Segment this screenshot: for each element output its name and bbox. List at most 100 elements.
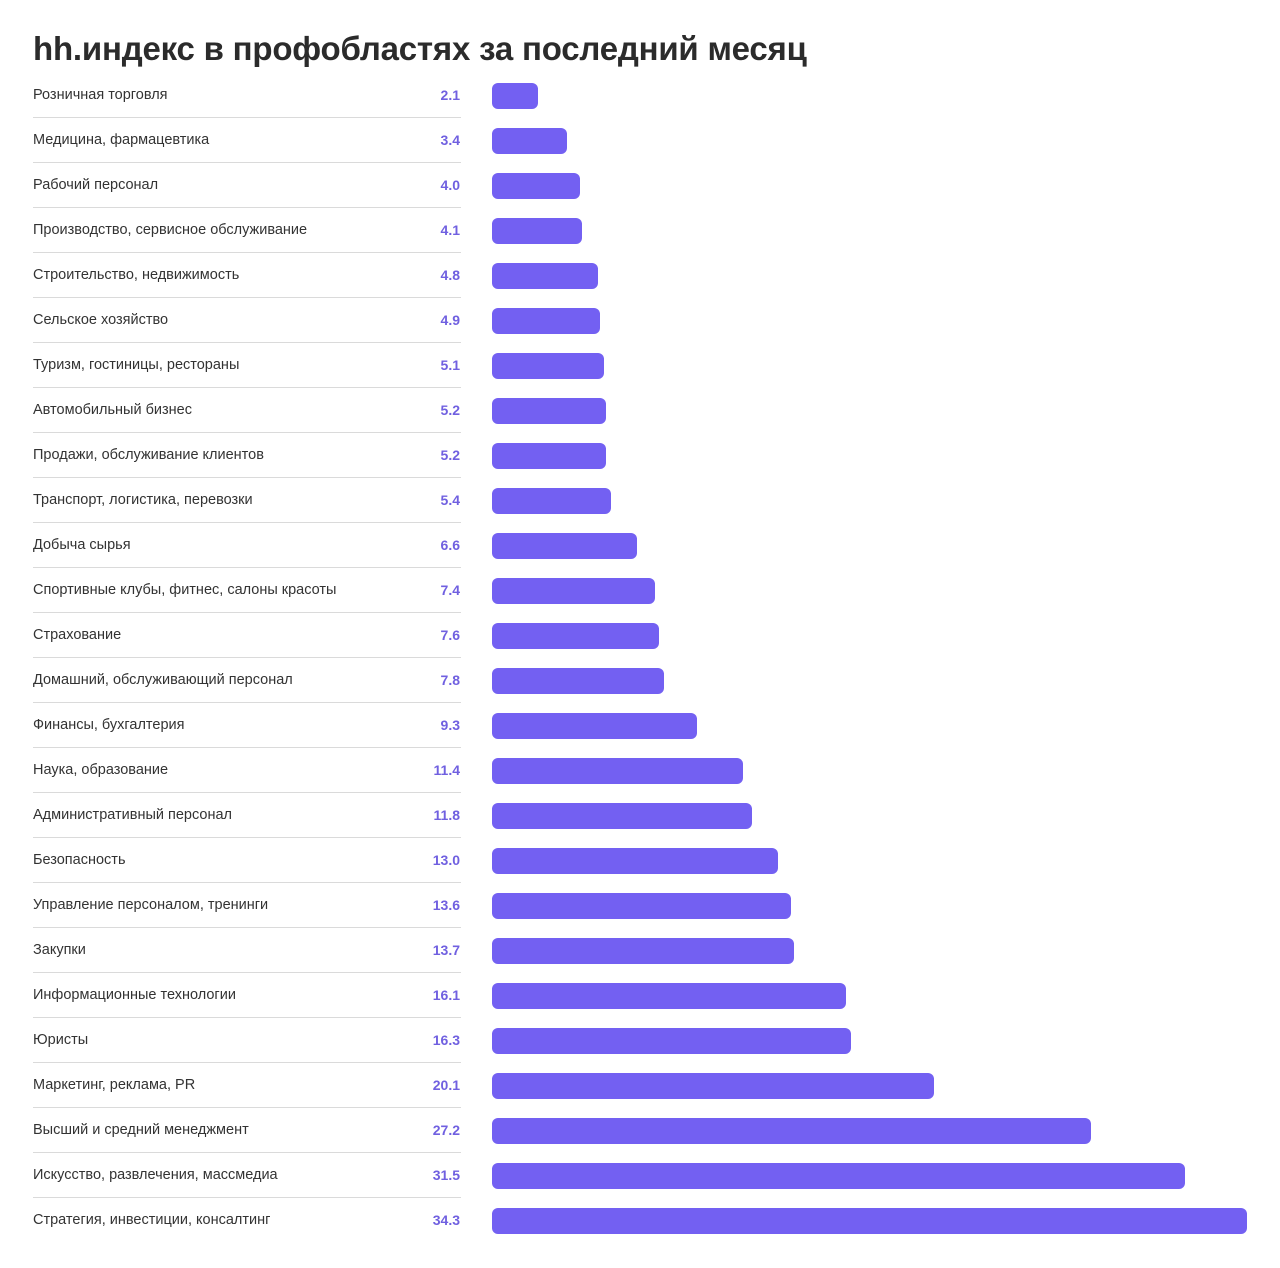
bar	[492, 533, 637, 559]
bar	[492, 218, 582, 244]
row-divider	[33, 1107, 461, 1108]
chart-row: Рабочий персонал 4.0	[0, 163, 1280, 208]
row-divider	[33, 1062, 461, 1063]
category-label: Продажи, обслуживание клиентов	[33, 447, 264, 463]
category-label: Сельское хозяйство	[33, 312, 169, 328]
category-label: Стратегия, инвестиции, консалтинг	[33, 1212, 271, 1228]
value-label: 11.8	[433, 807, 460, 823]
bar	[492, 353, 604, 379]
value-label: 27.2	[432, 1122, 460, 1138]
value-label: 6.6	[440, 537, 460, 553]
value-label: 5.1	[440, 357, 460, 373]
chart-row: Страхование 7.6	[0, 613, 1280, 658]
chart-row: Производство, сервисное обслуживание 4.1	[0, 208, 1280, 253]
category-label: Юристы	[33, 1032, 89, 1048]
row-divider	[33, 1017, 461, 1018]
chart-row: Управление персоналом, тренинги 13.6	[0, 883, 1280, 928]
chart-row: Маркетинг, реклама, PR 20.1	[0, 1063, 1280, 1108]
row-divider	[33, 297, 461, 298]
row-divider	[33, 477, 461, 478]
bar	[492, 803, 752, 829]
bar	[492, 443, 606, 469]
row-divider	[33, 792, 461, 793]
category-label: Домашний, обслуживающий персонал	[33, 672, 293, 688]
category-label: Страхование	[33, 627, 122, 643]
value-label: 16.3	[432, 1032, 460, 1048]
bar	[492, 983, 846, 1009]
value-label: 4.8	[440, 267, 460, 283]
category-label: Транспорт, логистика, перевозки	[33, 492, 253, 508]
value-label: 7.8	[440, 672, 460, 688]
value-label: 9.3	[440, 717, 460, 733]
bar	[492, 398, 606, 424]
row-divider	[33, 657, 461, 658]
chart-row: Домашний, обслуживающий персонал 7.8	[0, 658, 1280, 703]
category-label: Закупки	[33, 942, 86, 958]
row-divider	[33, 1197, 461, 1198]
bar	[492, 668, 664, 694]
category-label: Искусство, развлечения, массмедиа	[33, 1167, 278, 1183]
chart-row: Закупки 13.7	[0, 928, 1280, 973]
category-label: Высший и средний менеджмент	[33, 1122, 249, 1138]
chart-row: Стратегия, инвестиции, консалтинг 34.3	[0, 1198, 1280, 1243]
bar	[492, 83, 538, 109]
row-divider	[33, 927, 461, 928]
category-label: Производство, сервисное обслуживание	[33, 222, 308, 238]
category-label: Маркетинг, реклама, PR	[33, 1077, 196, 1093]
bar	[492, 938, 794, 964]
row-divider	[33, 837, 461, 838]
value-label: 7.4	[440, 582, 460, 598]
row-divider	[33, 747, 461, 748]
bar	[492, 1118, 1091, 1144]
category-label: Добыча сырья	[33, 537, 131, 553]
chart-row: Добыча сырья 6.6	[0, 523, 1280, 568]
chart-row: Розничная торговля 2.1	[0, 73, 1280, 118]
bar-chart: Розничная торговля 2.1 Медицина, фармаце…	[0, 73, 1280, 1243]
chart-row: Строительство, недвижимость 4.8	[0, 253, 1280, 298]
chart-row: Сельское хозяйство 4.9	[0, 298, 1280, 343]
bar	[492, 1208, 1247, 1234]
row-divider	[33, 207, 461, 208]
bar	[492, 848, 778, 874]
chart-row: Продажи, обслуживание клиентов 5.2	[0, 433, 1280, 478]
row-divider	[33, 522, 461, 523]
value-label: 5.4	[440, 492, 460, 508]
value-label: 16.1	[432, 987, 460, 1003]
row-divider	[33, 612, 461, 613]
category-label: Административный персонал	[33, 807, 232, 823]
chart-row: Высший и средний менеджмент 27.2	[0, 1108, 1280, 1153]
value-label: 5.2	[440, 402, 460, 418]
value-label: 5.2	[440, 447, 460, 463]
value-label: 7.6	[440, 627, 460, 643]
row-divider	[33, 882, 461, 883]
category-label: Спортивные клубы, фитнес, салоны красоты	[33, 582, 337, 598]
bar	[492, 578, 655, 604]
chart-row: Юристы 16.3	[0, 1018, 1280, 1063]
value-label: 4.1	[440, 222, 460, 238]
row-divider	[33, 342, 461, 343]
category-label: Безопасность	[33, 852, 126, 868]
category-label: Медицина, фармацевтика	[33, 132, 210, 148]
value-label: 4.0	[440, 177, 460, 193]
category-label: Строительство, недвижимость	[33, 267, 240, 283]
chart-row: Медицина, фармацевтика 3.4	[0, 118, 1280, 163]
category-label: Управление персоналом, тренинги	[33, 897, 269, 913]
category-label: Розничная торговля	[33, 87, 168, 103]
value-label: 31.5	[432, 1167, 460, 1183]
value-label: 3.4	[440, 132, 460, 148]
category-label: Финансы, бухгалтерия	[33, 717, 185, 733]
chart-row: Транспорт, логистика, перевозки 5.4	[0, 478, 1280, 523]
row-divider	[33, 1152, 461, 1153]
bar	[492, 758, 743, 784]
chart-row: Автомобильный бизнес 5.2	[0, 388, 1280, 433]
chart-row: Информационные технологии 16.1	[0, 973, 1280, 1018]
value-label: 13.6	[432, 897, 460, 913]
bar	[492, 1073, 934, 1099]
bar	[492, 1163, 1185, 1189]
value-label: 2.1	[440, 87, 460, 103]
chart-row: Наука, образование 11.4	[0, 748, 1280, 793]
bar	[492, 488, 611, 514]
value-label: 4.9	[440, 312, 460, 328]
chart-title: hh.индекс в профобластях за последний ме…	[33, 30, 807, 67]
bar	[492, 173, 580, 199]
